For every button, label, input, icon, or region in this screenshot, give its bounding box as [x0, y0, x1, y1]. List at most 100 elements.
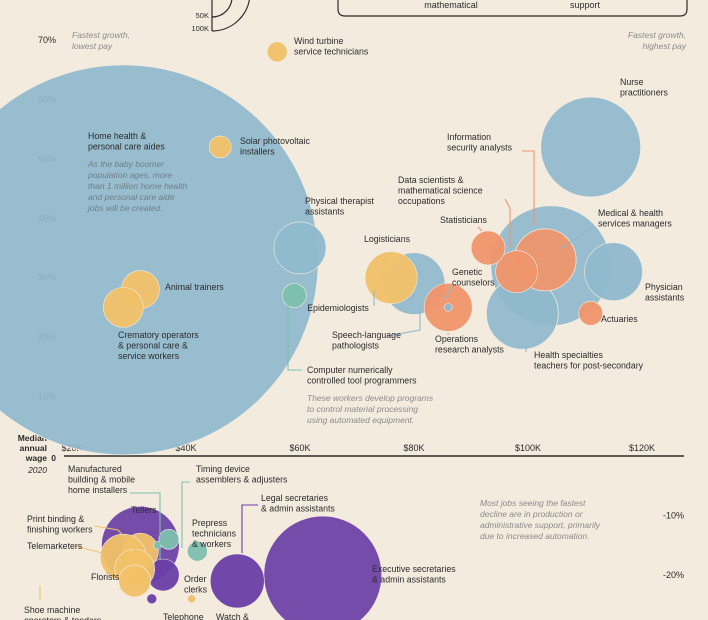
- label-prepress-technicians-and-workers-line-3: & workers: [192, 539, 232, 549]
- label-health-specialties-teachers-for-post-secondary-line-1: Health specialties: [534, 350, 604, 360]
- label-data-scientists-and-mathematical-science-occupations-line-3: occupations: [398, 196, 446, 206]
- label-prepress-technicians-and-workers-line-1: Prepress: [192, 518, 228, 528]
- label-telemarketers-line-1: Telemarketers: [27, 541, 83, 551]
- leader-data-scientists-and-mathematical-science-occupations: [504, 198, 511, 248]
- label-crematory-operators-and-personal-care-and-service-workers-line-2: & personal care &: [118, 341, 188, 351]
- label-animal-trainers-line-1: Animal trainers: [165, 282, 224, 292]
- bubble-genetic-counselors: [443, 303, 453, 312]
- bubble-data-scientists-and-mathematical-science-occupations: [495, 250, 538, 294]
- label-physician-assistants-line-1: Physician: [645, 282, 683, 292]
- label-medical-and-health-services-managers-line-1: Medical & health: [598, 208, 663, 218]
- bubble-statisticians: [470, 230, 506, 266]
- leader-statisticians: [477, 226, 483, 232]
- leader-computer-numerically-controlled-tool-programmers: [287, 305, 302, 371]
- leader-legal-secretaries-and-admin-assistants: [241, 504, 258, 553]
- size-legend-arc-small: [211, 0, 233, 18]
- label-data-scientists-and-mathematical-science-occupations-line-2: mathematical science: [398, 186, 483, 196]
- axis-title-line-3: wage: [25, 453, 48, 463]
- label-legal-secretaries-and-admin-assistants-line-2: & admin assistants: [261, 504, 335, 514]
- axis-title-line-2: annual: [20, 443, 47, 453]
- y-tick-label-neg-20: -20%: [663, 570, 684, 580]
- corner-note-left-line-2: lowest pay: [72, 41, 113, 51]
- label-florists-line-1: Florists: [91, 572, 120, 582]
- y-tick-label-neg-10: -10%: [663, 511, 684, 521]
- leader-lines: [39, 150, 595, 600]
- corner-note-right-line-2: highest pay: [643, 41, 687, 51]
- leader-manufactured-building-and-mobile-home-installers: [130, 492, 161, 560]
- note-home-health: As the baby boomer population ages, more…: [87, 159, 188, 213]
- label-information-security-analysts-line-1: Information: [447, 132, 491, 142]
- x-tick-label-60000: $60K: [289, 443, 310, 453]
- label-information-security-analysts-line-2: security analysts: [447, 143, 513, 153]
- label-prepress-technicians-and-workers-line-2: technicians: [192, 529, 237, 539]
- axis-title-line-1: Median: [18, 433, 47, 443]
- note-cnc-line-3: using automated equipment.: [307, 415, 414, 425]
- bubble-prepress-technicians-and-workers: [187, 540, 208, 562]
- label-telephone-line-1: Telephone: [163, 612, 204, 620]
- label-genetic-counselors-line-2: counselors: [452, 278, 495, 288]
- y-tick-label-70: 70%: [38, 35, 56, 45]
- label-operations-research-analysts-line-1: Operations: [435, 334, 479, 344]
- category-legend-box: [337, 0, 688, 17]
- bubble-timing-device-assemblers-and-adjusters: [158, 528, 180, 550]
- bubble-computer-numerically-controlled-tool-programmers: [281, 283, 307, 308]
- label-physician-assistants-line-2: assistants: [645, 293, 685, 303]
- label-logisticians-line-1: Logisticians: [364, 234, 411, 244]
- label-watch-and-line-1: Watch &: [216, 612, 249, 620]
- note-home-health-line-1: As the baby boomer: [87, 159, 165, 169]
- note-decline: Most jobs seeing the fastest decline are…: [480, 498, 601, 541]
- label-actuaries-line-1: Actuaries: [601, 314, 638, 324]
- label-speech-language-pathologists-line-2: pathologists: [332, 341, 380, 351]
- label-legal-secretaries-and-admin-assistants-line-1: Legal secretaries: [261, 493, 329, 503]
- leader-information-security-analysts: [522, 150, 535, 225]
- label-shoe-machine-operators-and-tenders-line-2: operators & tenders: [24, 616, 102, 620]
- label-speech-language-pathologists-line-1: Speech-language: [332, 330, 401, 340]
- label-tellers-line-1: Tellers: [131, 505, 157, 515]
- note-decline-line-1: Most jobs seeing the fastest: [480, 498, 586, 508]
- corner-note-right: Fastest growth, highest pay: [628, 30, 687, 51]
- bubble-solar-photovoltaic-installers: [208, 135, 232, 159]
- leader-medical-and-health-services-managers: [561, 225, 595, 249]
- label-nurse-practitioners-line-2: practitioners: [620, 88, 669, 98]
- label-order-clerks-line-2: clerks: [184, 585, 208, 595]
- label-crematory-operators-and-personal-care-and-service-workers-line-1: Crematory operators: [118, 330, 199, 340]
- size-legend: 50K 100K: [191, 0, 250, 33]
- legend-mathematical-label: mathematical: [424, 0, 478, 10]
- axis-title: Median annual wage 0 2020: [18, 433, 57, 475]
- label-data-scientists-and-mathematical-science-occupations-line-1: Data scientists &: [398, 175, 464, 185]
- x-tick-label-80000: $80K: [403, 443, 424, 453]
- label-solar-photovoltaic-installers-line-1: Solar photovoltaic: [240, 136, 311, 146]
- label-print-binding-and-finishing-workers-line-2: finishing workers: [27, 525, 93, 535]
- leader-timing-device-assemblers-and-adjusters: [181, 481, 190, 548]
- bubble-nurse-practitioners: [540, 96, 642, 198]
- bubble-physical-therapist-assistants: [273, 221, 327, 275]
- label-medical-and-health-services-managers-line-2: services managers: [598, 219, 672, 229]
- bubble-actuaries: [578, 301, 604, 326]
- leader-genetic-counselors: [444, 284, 453, 301]
- bubble-shoe-machine-operators-and-tenders: [118, 564, 151, 598]
- note-cnc-line-1: These workers develop programs: [307, 393, 434, 403]
- leader-speech-language-pathologists: [387, 308, 421, 337]
- bubble-watch-and: [187, 594, 196, 604]
- note-home-health-line-4: and personal care aide: [88, 192, 175, 202]
- corner-note-left: Fastest growth, lowest pay: [72, 30, 130, 51]
- bubble-labels: Home health &personal care aides Wind tur…: [24, 36, 685, 620]
- label-physical-therapist-assistants-line-1: Physical therapist: [305, 196, 374, 206]
- note-home-health-line-5: jobs will be created.: [87, 203, 163, 213]
- label-health-specialties-teachers-for-post-secondary-line-2: teachers for post-secondary: [534, 361, 644, 371]
- corner-note-left-line-1: Fastest growth,: [72, 30, 130, 40]
- bubble-telephone: [146, 593, 158, 605]
- x-tick-label-120000: $120K: [629, 443, 655, 453]
- note-home-health-line-2: population ages, more: [87, 170, 172, 180]
- label-genetic-counselors-line-1: Genetic: [452, 267, 483, 277]
- label-computer-numerically-controlled-tool-programmers-line-2: controlled tool programmers: [307, 376, 417, 386]
- label-executive-secretaries-and-admin-assistants-line-2: & admin assistants: [372, 575, 446, 585]
- x-tick-label-100000: $100K: [515, 443, 541, 453]
- label-physical-therapist-assistants-line-2: assistants: [305, 207, 345, 217]
- label-print-binding-and-finishing-workers-line-1: Print binding &: [27, 514, 84, 524]
- bubble-physician-assistants: [584, 242, 643, 302]
- label-crematory-operators-and-personal-care-and-service-workers-line-3: service workers: [118, 351, 180, 361]
- bubble-wind-turbine-service-technicians: [266, 41, 288, 63]
- label-home-health-and-personal-care-aides-line-1: Home health &: [88, 131, 146, 141]
- y-axis-bottom: -10% -20%: [663, 511, 684, 581]
